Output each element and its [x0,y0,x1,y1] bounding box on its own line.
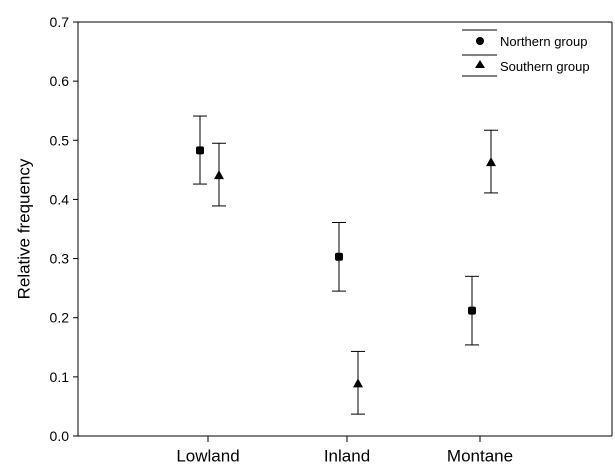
error-bar-group [484,129,498,194]
data-marks [193,115,498,415]
data-point-northern [468,306,476,315]
x-tick-label: Montane [447,447,513,464]
error-bar-group [465,275,479,346]
y-tick-label: 0.1 [50,369,70,385]
error-bar-group [332,221,346,292]
legend-northern-marker [476,37,484,45]
error-bar-group [193,115,207,185]
y-tick-label: 0.3 [50,251,70,267]
y-ticks: 0.0 0.1 0.2 0.3 0.4 0.5 0.6 0.7 [50,14,78,444]
legend-northern-label: Northern group [500,34,587,49]
data-point-southern [353,378,363,388]
y-axis-title: Relative frequency [15,158,34,299]
legend-southern-label: Southern group [500,59,590,74]
x-tick-label: Inland [324,447,370,464]
data-point-southern [214,170,224,180]
error-bar-group [351,350,365,415]
y-tick-label: 0.7 [50,14,70,30]
y-tick-label: 0.0 [50,428,70,444]
data-point-southern [486,157,496,167]
y-tick-label: 0.2 [50,310,70,326]
axes [77,21,613,437]
data-point-northern [196,146,204,155]
y-tick-label: 0.6 [50,73,70,89]
x-tick-label: Lowland [176,447,239,464]
legend: Northern group Southern group [462,29,590,77]
error-bar-group [212,142,226,207]
y-tick-label: 0.4 [50,191,70,207]
data-point-northern [335,252,343,261]
x-ticks: Lowland Inland Montane [176,436,513,464]
legend-southern-marker [475,60,485,68]
y-tick-label: 0.5 [50,132,70,148]
